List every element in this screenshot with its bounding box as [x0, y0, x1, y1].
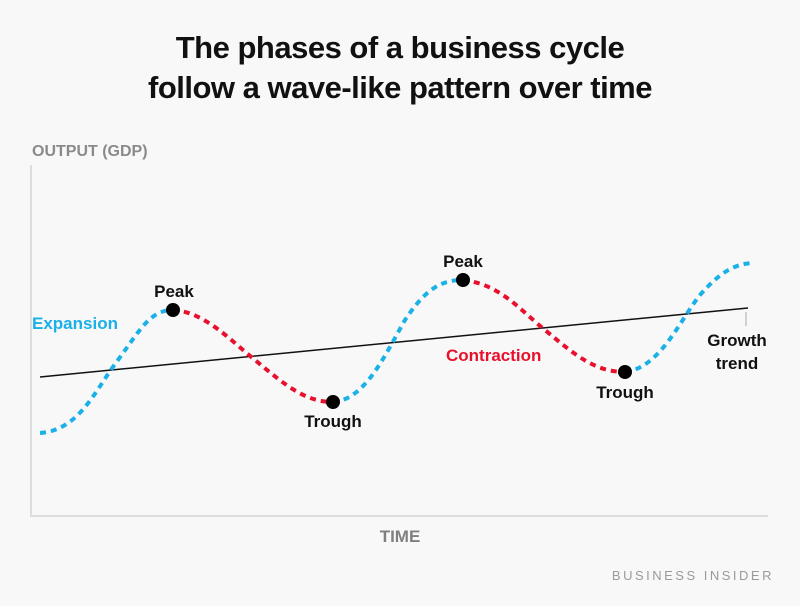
peak-marker: [166, 303, 180, 317]
y-axis-label: OUTPUT (GDP): [32, 143, 148, 160]
growth-trend-label-line1: Growth: [707, 331, 767, 350]
expansion-curve: [39, 261, 753, 435]
trough-label: Trough: [596, 383, 654, 402]
brand-logo: BUSINESS INSIDER: [611, 568, 774, 583]
peak-marker: [456, 273, 470, 287]
x-axis-label: TIME: [379, 527, 421, 546]
peak-label: Peak: [443, 252, 483, 271]
contraction-curve: [172, 278, 626, 404]
trough-marker: [618, 365, 632, 379]
growth-trend-label-line2: trend: [716, 354, 759, 373]
chart-title-line1: The phases of a business cycle: [175, 30, 625, 65]
expansion-label: Expansion: [32, 314, 118, 333]
chart-title: The phases of a business cycle follow a …: [0, 28, 800, 108]
contraction-label: Contraction: [446, 346, 541, 365]
chart-title-line2: follow a wave-like pattern over time: [148, 70, 653, 105]
peak-label: Peak: [154, 282, 194, 301]
trough-marker: [326, 395, 340, 409]
trough-label: Trough: [304, 412, 362, 431]
